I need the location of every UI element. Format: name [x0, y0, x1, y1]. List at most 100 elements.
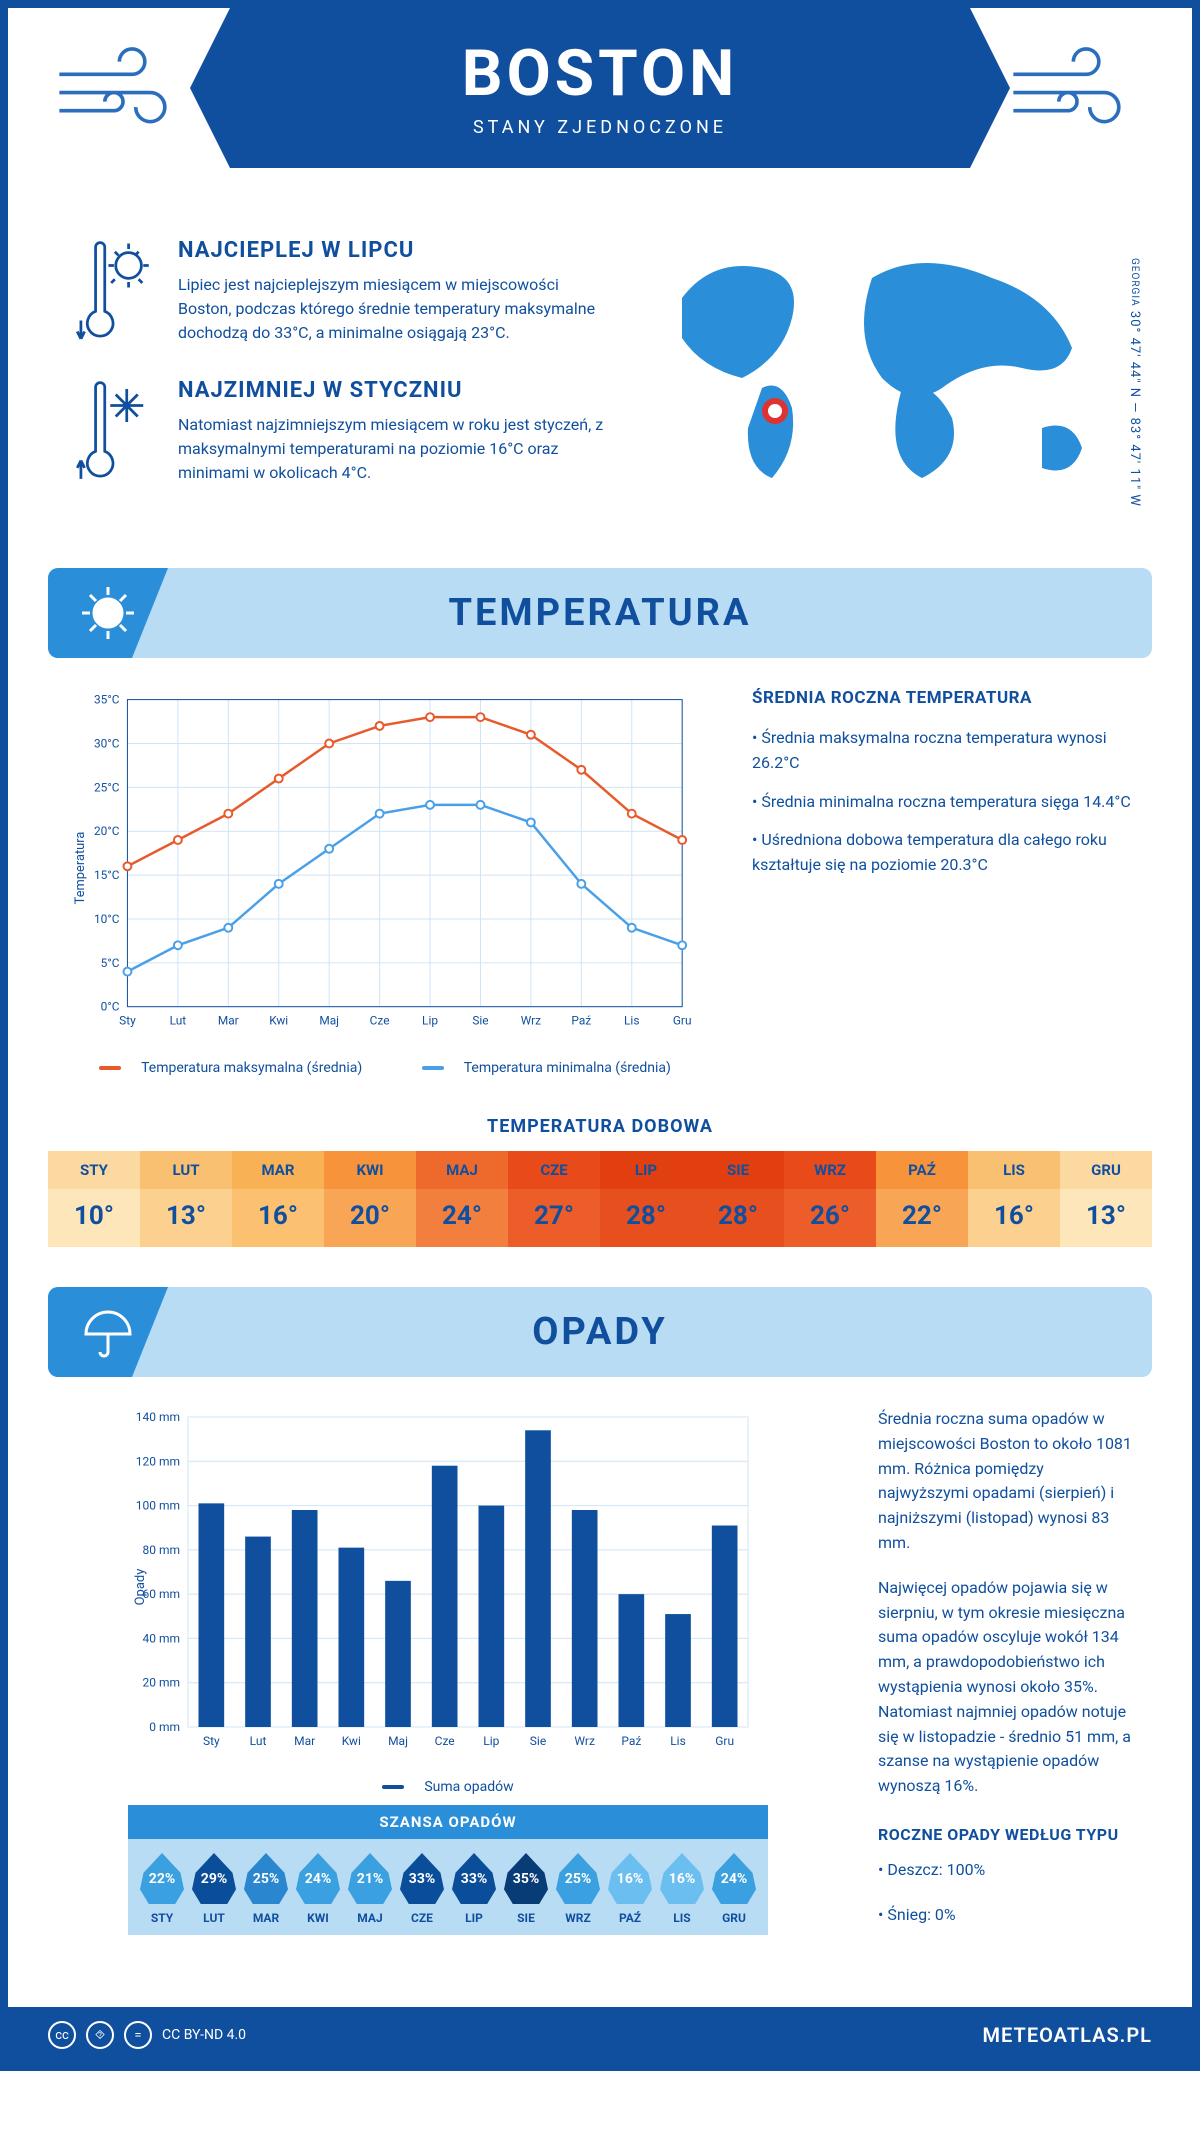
svg-text:Kwi: Kwi	[269, 1014, 288, 1028]
rain-chance-month: KWI	[307, 1911, 329, 1925]
rain-chance-item: 25%WRZ	[554, 1853, 602, 1925]
fact-hot-text: Lipiec jest najcieplejszym miesiącem w m…	[178, 273, 612, 345]
svg-text:Lis: Lis	[670, 1734, 686, 1748]
svg-text:140 mm: 140 mm	[136, 1410, 180, 1424]
daily-month: MAR	[232, 1151, 324, 1189]
daily-value: 13°	[1060, 1189, 1152, 1247]
temp-side-point: • Średnia minimalna roczna temperatura s…	[752, 790, 1132, 815]
raindrop-icon: 35%	[504, 1853, 548, 1905]
city-name: BOSTON	[230, 36, 970, 111]
daily-value: 28°	[692, 1189, 784, 1247]
rain-chance-month: LIS	[673, 1911, 690, 1925]
rain-chance-month: WRZ	[565, 1911, 590, 1925]
daily-temp-title: TEMPERATURA DOBOWA	[8, 1116, 1192, 1137]
daily-month: PAŹ	[876, 1151, 968, 1189]
rain-bar-chart: 0 mm20 mm40 mm60 mm80 mm100 mm120 mm140 …	[68, 1407, 828, 1947]
license-block: cc ⯑ = CC BY-ND 4.0	[48, 2021, 246, 2049]
raindrop-icon: 24%	[712, 1853, 756, 1905]
svg-text:Sty: Sty	[203, 1734, 220, 1748]
rain-chance-item: 24% KWI	[294, 1853, 342, 1925]
rain-type-block: ROCZNE OPADY WEDŁUG TYPU • Deszcz: 100%•…	[878, 1823, 1132, 1927]
svg-text:Opady: Opady	[133, 1569, 148, 1606]
svg-text:Sie: Sie	[472, 1014, 488, 1028]
coordinates: GEORGIA 30° 47' 44" N — 83° 47' 11" W	[1127, 258, 1142, 507]
coord-geo: GEORGIA	[1129, 258, 1140, 307]
raindrop-icon: 24%	[296, 1853, 340, 1905]
nd-icon: =	[124, 2021, 152, 2049]
sun-icon	[48, 568, 168, 658]
rain-heading: OPADY	[48, 1310, 1152, 1354]
temperature-chart-wrap: 0°C5°C10°C15°C20°C25°C30°C35°CStyLutMarK…	[68, 688, 702, 1076]
raindrop-icon: 21%	[348, 1853, 392, 1905]
svg-text:Mar: Mar	[218, 1014, 239, 1028]
world-map-icon	[652, 238, 1132, 518]
daily-month: SIE	[692, 1151, 784, 1189]
intro-block: NAJCIEPLEJ W LIPCU Lipiec jest najcieple…	[8, 218, 1192, 558]
daily-value: 13°	[140, 1189, 232, 1247]
rain-p1: Średnia roczna suma opadów w miejscowośc…	[878, 1407, 1132, 1556]
rain-section-head: OPADY	[48, 1287, 1152, 1377]
temperature-line-chart: 0°C5°C10°C15°C20°C25°C30°C35°CStyLutMarK…	[68, 688, 702, 1052]
svg-text:120 mm: 120 mm	[136, 1454, 180, 1468]
rain-chance-item: 25%MAR	[242, 1853, 290, 1925]
svg-text:20 mm: 20 mm	[142, 1676, 180, 1690]
by-icon: ⯑	[86, 2021, 114, 2049]
svg-text:Mar: Mar	[294, 1734, 315, 1748]
rain-chance-month: STY	[151, 1911, 173, 1925]
cc-icon: cc	[48, 2021, 76, 2049]
raindrop-icon: 29%	[192, 1853, 236, 1905]
rain-chance-block: SZANSA OPADÓW 22%STY29%LUT25%MAR24%KWI21…	[128, 1805, 768, 1935]
svg-text:Maj: Maj	[388, 1734, 408, 1748]
svg-text:0°C: 0°C	[101, 1000, 120, 1014]
raindrop-icon: 22%	[140, 1853, 184, 1905]
rain-chance-item: 16%PAŹ	[606, 1853, 654, 1925]
umbrella-icon	[48, 1287, 168, 1377]
intro-text: NAJCIEPLEJ W LIPCU Lipiec jest najcieple…	[68, 238, 612, 518]
rain-p2: Najwięcej opadów pojawia się w sierpniu,…	[878, 1576, 1132, 1799]
location-marker-icon	[762, 398, 788, 424]
svg-text:Cze: Cze	[370, 1014, 390, 1028]
temperature-heading: TEMPERATURA	[48, 591, 1152, 635]
temp-side-title: ŚREDNIA ROCZNA TEMPERATURA	[752, 688, 1132, 708]
rain-chance-item: 16%LIS	[658, 1853, 706, 1925]
rain-chance-title: SZANSA OPADÓW	[128, 1805, 768, 1839]
svg-text:Sie: Sie	[530, 1734, 546, 1748]
daily-month: GRU	[1060, 1151, 1152, 1189]
svg-text:10°C: 10°C	[94, 912, 120, 926]
svg-text:40 mm: 40 mm	[142, 1631, 180, 1645]
svg-text:Wrz: Wrz	[574, 1734, 595, 1748]
svg-text:Lip: Lip	[422, 1014, 438, 1028]
rain-chance-item: 24%GRU	[710, 1853, 758, 1925]
fact-cold: NAJZIMNIEJ W STYCZNIU Natomiast najzimni…	[68, 378, 612, 488]
fact-hot-title: NAJCIEPLEJ W LIPCU	[178, 238, 612, 263]
rain-chance-item: 21%MAJ	[346, 1853, 394, 1925]
svg-text:35°C: 35°C	[94, 693, 120, 707]
daily-value: 24°	[416, 1189, 508, 1247]
rain-legend-label: Suma opadów	[424, 1779, 513, 1795]
daily-temp-table: STYLUTMARKWIMAJCZELIPSIEWRZPAŹLISGRU10°1…	[48, 1151, 1152, 1247]
rain-body: 0 mm20 mm40 mm60 mm80 mm100 mm120 mm140 …	[8, 1407, 1192, 1967]
rain-legend: Suma opadów	[68, 1779, 828, 1795]
daily-value: 22°	[876, 1189, 968, 1247]
country-name: STANY ZJEDNOCZONE	[230, 117, 970, 138]
daily-value: 20°	[324, 1189, 416, 1247]
svg-text:Gru: Gru	[715, 1734, 734, 1748]
rain-chance-item: 33%CZE	[398, 1853, 446, 1925]
rain-chance-item: 29% LUT	[190, 1853, 238, 1925]
raindrop-icon: 16%	[608, 1853, 652, 1905]
brand: METEOATLAS.PL	[983, 2023, 1152, 2047]
wind-icon	[48, 38, 198, 138]
rain-chance-month: LUT	[203, 1911, 225, 1925]
daily-month: LIP	[600, 1151, 692, 1189]
daily-value: 28°	[600, 1189, 692, 1247]
legend-max: Temperatura maksymalna (średnia)	[141, 1060, 362, 1076]
rain-type-line: • Deszcz: 100%	[878, 1858, 1132, 1883]
svg-text:Sty: Sty	[119, 1014, 136, 1028]
rain-chance-item: 33%LIP	[450, 1853, 498, 1925]
rain-type-line: • Śnieg: 0%	[878, 1903, 1132, 1928]
wind-icon	[1002, 38, 1152, 138]
svg-text:30°C: 30°C	[94, 736, 120, 750]
svg-text:Lut: Lut	[170, 1014, 187, 1028]
daily-month: CZE	[508, 1151, 600, 1189]
svg-text:60 mm: 60 mm	[142, 1587, 180, 1601]
